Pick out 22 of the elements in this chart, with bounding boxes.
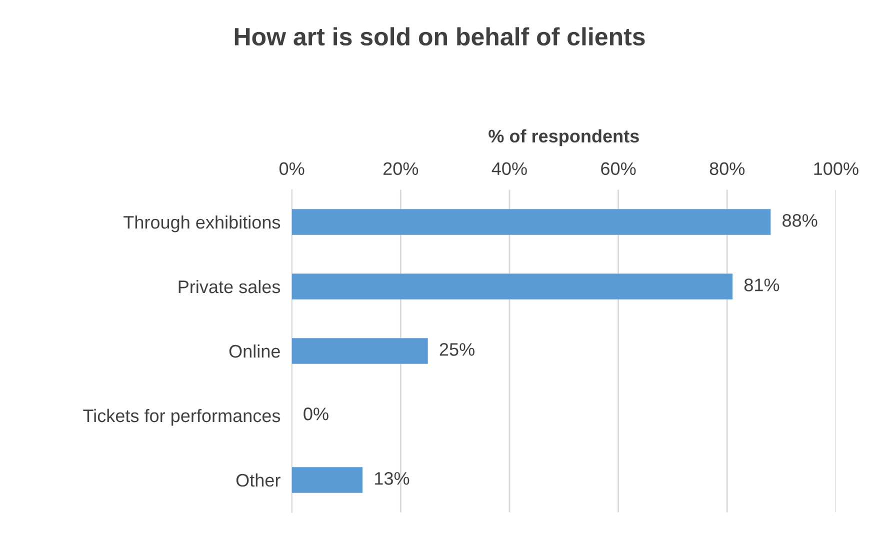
x-tick-label: 100% bbox=[814, 162, 858, 176]
chart-title: How art is sold on behalf of clients bbox=[234, 27, 645, 46]
y-tick-label: Tickets for performances bbox=[83, 408, 280, 426]
x-tick-label: 20% bbox=[383, 162, 418, 176]
bar bbox=[292, 467, 363, 493]
y-tick-label: Other bbox=[236, 473, 280, 487]
x-axis-title: % of respondents bbox=[488, 129, 639, 146]
data-label: 81% bbox=[744, 278, 780, 292]
bar bbox=[292, 209, 771, 235]
data-label: 25% bbox=[440, 343, 474, 356]
x-tick-label: 0% bbox=[279, 162, 304, 176]
x-tick-label: 60% bbox=[601, 162, 636, 176]
bar bbox=[292, 274, 733, 300]
x-tick-label: 80% bbox=[710, 162, 745, 176]
bar bbox=[292, 338, 428, 364]
data-label: 0% bbox=[304, 408, 328, 420]
y-tick-label: Private sales bbox=[178, 280, 280, 294]
data-label: 13% bbox=[375, 472, 410, 485]
y-tick-label: Online bbox=[229, 344, 280, 358]
data-label: 88% bbox=[782, 214, 818, 227]
x-tick-label: 40% bbox=[492, 162, 527, 176]
y-tick-label: Through exhibitions bbox=[124, 215, 280, 232]
